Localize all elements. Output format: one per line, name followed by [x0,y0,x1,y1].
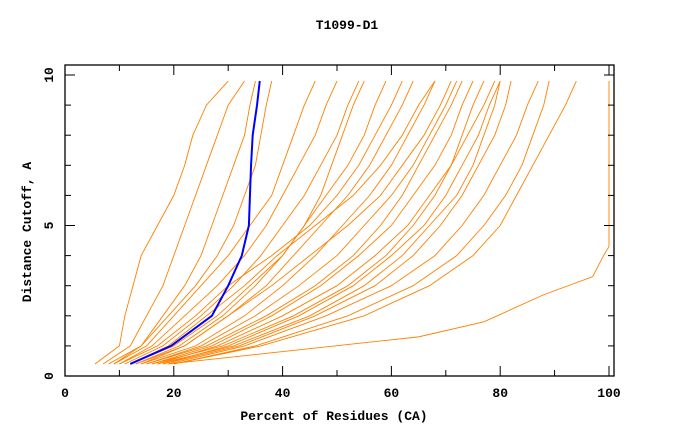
y-tick-label: 5 [42,221,57,229]
model-line-11 [151,80,474,365]
model-line-4 [113,80,316,365]
model-line-25 [157,80,501,365]
x-tick-label: 0 [61,386,69,401]
x-tick-label: 60 [384,386,400,401]
model-line-6 [124,80,360,365]
model-line-5 [119,80,338,365]
x-tick-labels: 0 20 40 60 80 100 [61,386,621,401]
x-tick-label: 20 [166,386,182,401]
model-line-17 [173,80,577,365]
y-tick-labels: 0 5 10 [42,67,57,380]
model-line-18 [119,80,403,365]
y-tick-label: 10 [42,67,57,83]
axis-ticks [64,65,614,377]
model-line-2 [102,80,245,365]
x-tick-label: 40 [275,386,291,401]
plot-frame [64,64,615,377]
y-axis-label: Distance Cutoff, A [20,162,35,303]
plot-lines [94,80,610,365]
model-line-13 [162,80,501,365]
model-line-23 [146,80,463,365]
model-line-1 [94,80,229,365]
model-line-19 [130,80,436,365]
highlight-line [129,80,261,365]
model-line-8 [135,80,414,365]
x-tick-label: 80 [492,386,508,401]
model-line-22 [135,80,365,365]
model-line-21 [113,80,273,365]
model-line-20 [140,80,452,365]
model-line-16 [173,80,550,365]
y-tick-label: 0 [42,372,57,380]
model-line-3 [108,80,256,365]
model-line-26 [168,246,610,365]
model-line-9 [141,80,436,365]
model-line-10 [146,80,458,365]
model-line-15 [168,80,539,365]
model-line-24 [151,80,496,365]
x-tick-label: 100 [597,386,621,401]
model-line-12 [157,80,485,365]
model-line-14 [162,80,512,365]
chart-title: T1099-D1 [316,18,379,33]
x-axis-label: Percent of Residues (CA) [240,409,427,424]
